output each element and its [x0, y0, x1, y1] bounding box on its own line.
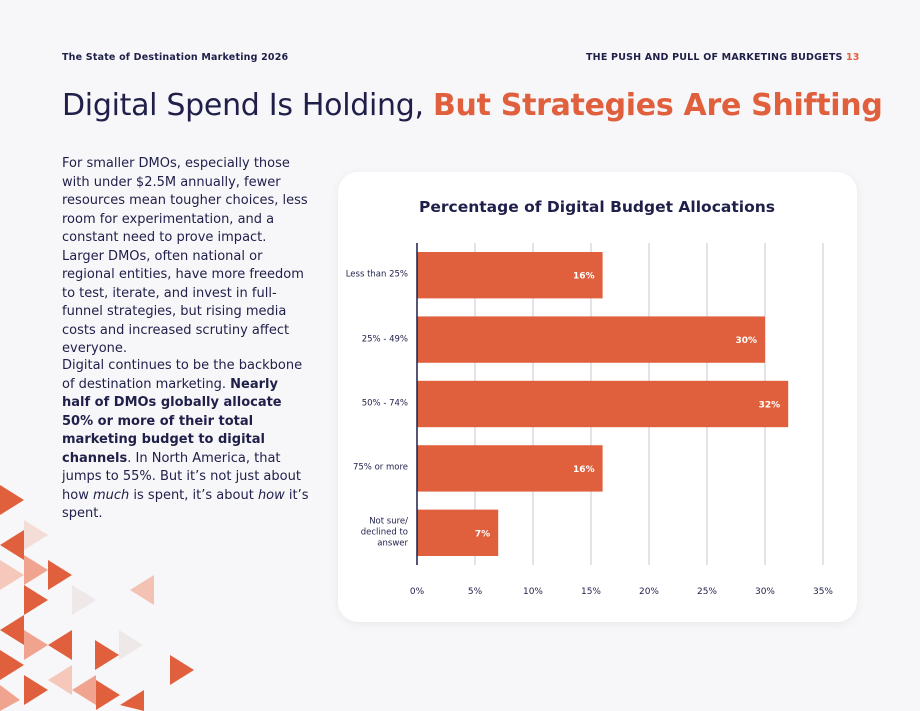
title-accent: But Strategies Are Shifting: [432, 88, 883, 123]
bar: [417, 509, 499, 556]
text: it’s spent.: [62, 487, 309, 522]
page-title: Digital Spend Is Holding, But Strategies…: [62, 88, 883, 123]
x-tick-label: 5%: [468, 587, 483, 597]
x-tick-label: 25%: [697, 587, 717, 597]
category-label: 50% - 74%: [361, 398, 408, 409]
value-label: 16%: [573, 272, 595, 282]
bar: [417, 252, 603, 299]
bar: [417, 380, 789, 428]
italic-text: how: [257, 487, 285, 503]
x-tick-label: 20%: [639, 587, 659, 597]
section-name: THE PUSH AND PULL OF MARKETING BUDGETS: [586, 52, 843, 63]
x-tick-label: 35%: [813, 587, 833, 597]
x-tick-label: 10%: [523, 587, 543, 597]
text: is spent, it’s about: [129, 487, 258, 503]
value-label: 16%: [573, 465, 595, 475]
paragraph: Digital continues to be the backbone of …: [62, 357, 310, 524]
text: Digital continues to be the backbone of …: [62, 358, 303, 392]
italic-text: much: [92, 487, 130, 503]
category-label: Less than 25%: [345, 269, 408, 280]
value-label: 7%: [475, 529, 490, 539]
chart-title: Percentage of Digital Budget Allocations: [419, 198, 775, 216]
value-label: 32%: [759, 401, 781, 411]
x-tick-label: 0%: [410, 587, 425, 597]
paragraph: For smaller DMOs, especially those with …: [62, 156, 308, 356]
x-tick-label: 15%: [581, 587, 601, 597]
category-label: Not sure/ declined to answer: [360, 516, 408, 549]
bar: [417, 316, 765, 363]
x-tick-label: 30%: [755, 587, 775, 597]
title-plain: Digital Spend Is Holding,: [62, 88, 424, 123]
bar: [417, 445, 603, 492]
value-label: 30%: [735, 336, 757, 346]
triangles: [0, 485, 194, 711]
report-name: The State of Destination Marketing 2026: [62, 52, 289, 63]
decoration: [0, 485, 194, 711]
category-label: 75% or more: [352, 462, 408, 473]
page-number: 13: [846, 52, 860, 63]
bold-text: Nearly half of DMOs globally allocate 50…: [62, 376, 282, 466]
category-label: 25% - 49%: [361, 334, 408, 345]
text: . In North America, that jumps to 55%. B…: [62, 450, 301, 503]
